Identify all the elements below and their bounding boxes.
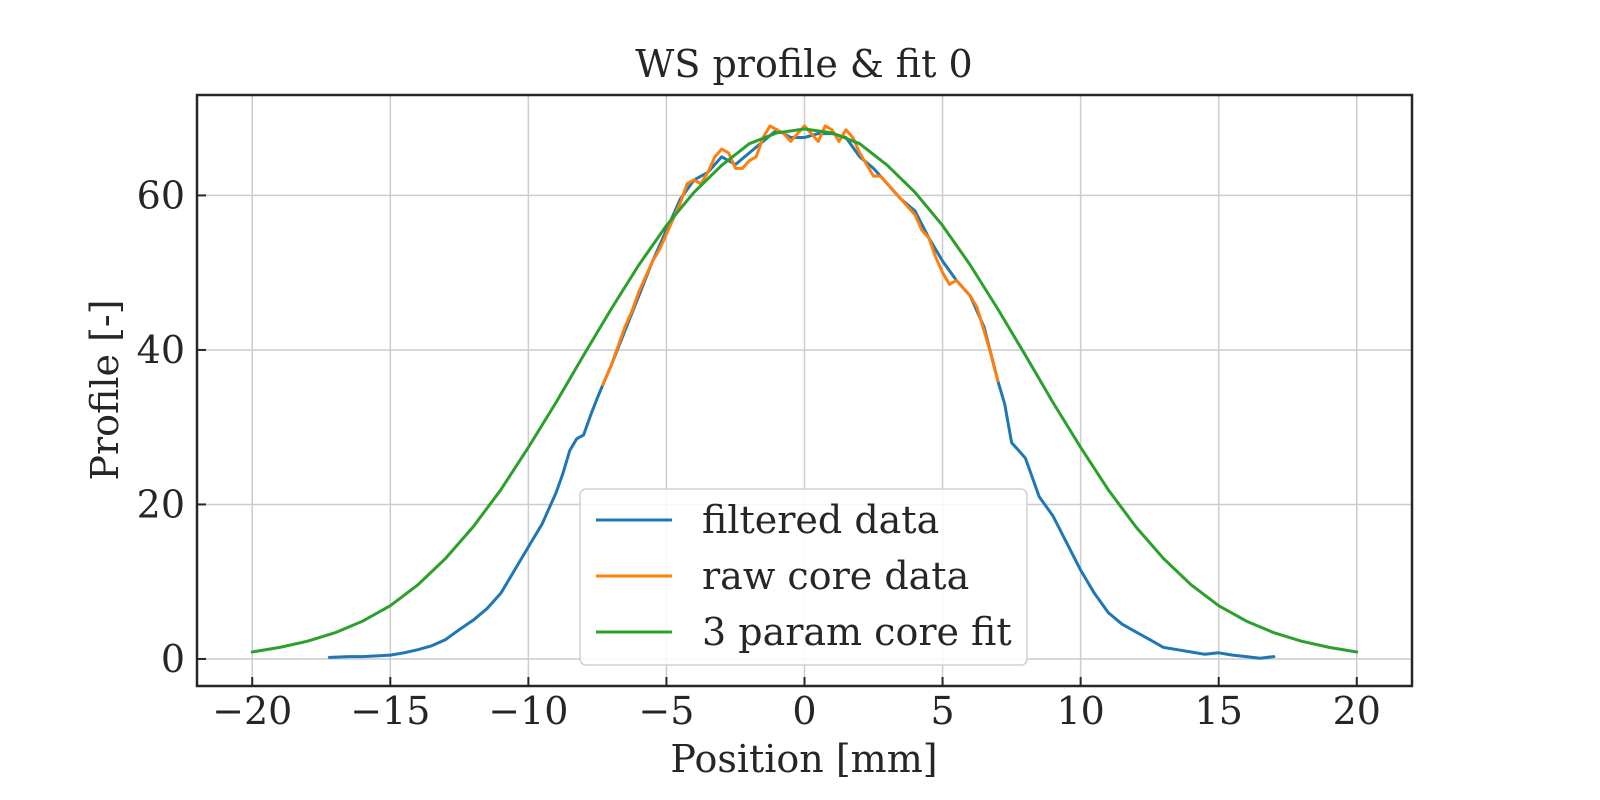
x-tick-label: 0 — [792, 689, 816, 733]
legend-label: filtered data — [702, 498, 939, 542]
x-axis-label: Position [mm] — [670, 737, 937, 781]
x-tick-label: −20 — [212, 689, 292, 733]
grid — [197, 95, 1412, 686]
x-tick-label: −10 — [488, 689, 568, 733]
x-tick-label: 15 — [1195, 689, 1243, 733]
series-line-3-param-core-fit — [250, 127, 1359, 654]
legend-frame — [579, 488, 1028, 666]
x-tick-label: 10 — [1056, 689, 1104, 733]
legend-label: 3 param core fit — [702, 610, 1012, 654]
legend: filtered data raw core data 3 param core f… — [579, 488, 1028, 666]
x-tick-label: −15 — [350, 689, 430, 733]
x-tick-label: 5 — [930, 689, 954, 733]
x-tick-label: −5 — [638, 689, 694, 733]
y-axis-label: Profile [-] — [83, 299, 127, 480]
axis-ticks: −20 −15 −10 −5 0 5 10 15 20 0 20 40 60 — [137, 173, 1381, 733]
x-tick-label: 20 — [1333, 689, 1381, 733]
y-tick-label: 20 — [137, 482, 185, 526]
y-tick-label: 40 — [137, 328, 185, 372]
chart-title: WS profile & fit 0 — [635, 42, 972, 86]
y-tick-label: 60 — [137, 173, 185, 217]
series-layer — [250, 124, 1359, 660]
legend-label: raw core data — [702, 554, 969, 598]
y-tick-label: 0 — [161, 637, 185, 681]
